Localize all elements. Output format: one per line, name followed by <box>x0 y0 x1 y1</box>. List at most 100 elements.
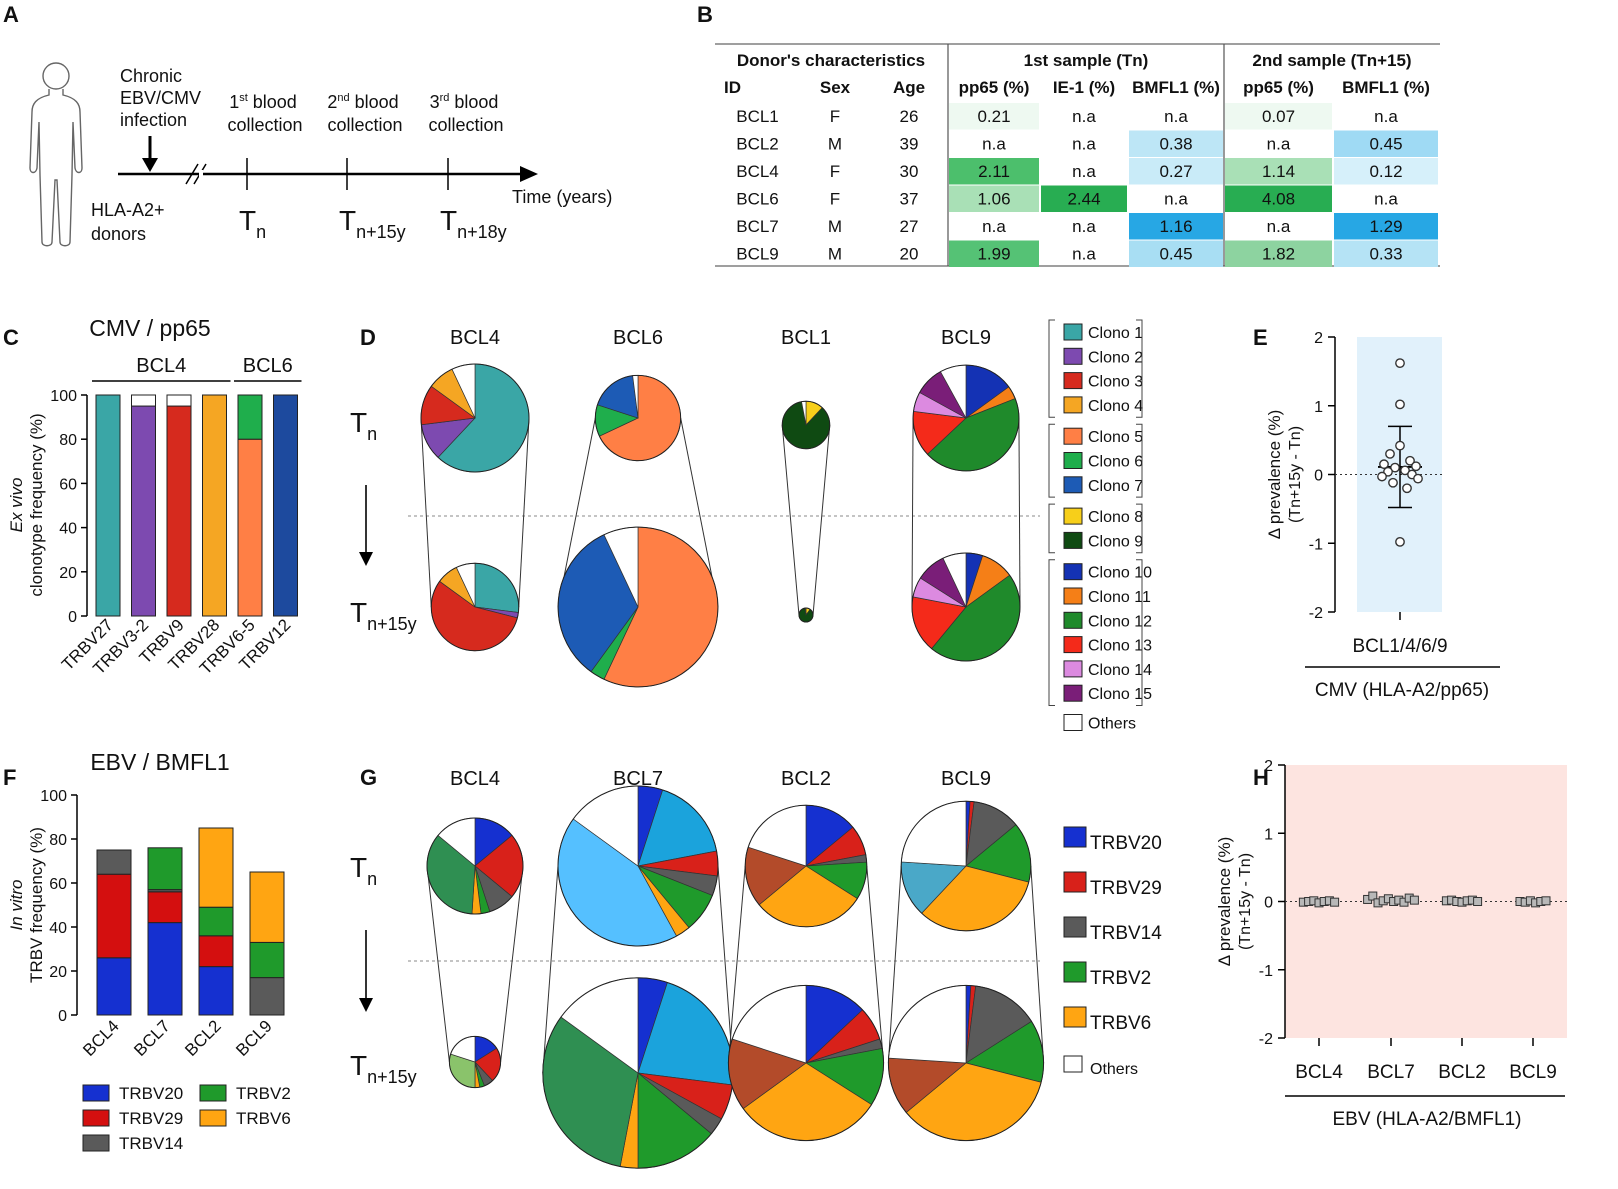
panel-h-point <box>1368 891 1378 901</box>
collection-line2-3: collection <box>428 115 503 135</box>
panel-d-legend-label: Clono 9 <box>1088 533 1143 550</box>
panel-f-bar <box>147 891 183 924</box>
panel-d-tn15-label-sub: n+15y <box>367 614 417 634</box>
collection-word: blood <box>248 92 297 112</box>
panel-d-tn15-label: Tn+15y <box>350 597 417 634</box>
panel-c-title: CMV / pp65 <box>89 315 210 341</box>
panel-c-bar <box>273 394 298 617</box>
panel-d-legend-label: Clono 8 <box>1088 509 1143 526</box>
table-cell: 0.27 <box>1159 162 1192 181</box>
infection-label-2: EBV/CMV <box>120 88 201 108</box>
panel-c-y-label-2: clonotype frequency (%) <box>27 413 46 596</box>
collection-label-2: 2nd blood <box>327 92 398 112</box>
panel-f-bar <box>147 922 183 1016</box>
panel-g-tn-label: Tn <box>350 852 377 889</box>
panel-h-footer: EBV (HLA-A2/BMFL1) <box>1333 1109 1522 1130</box>
panel-e-point <box>1405 455 1415 466</box>
panel-d-legend-swatch <box>1063 714 1083 731</box>
timepoint-2: Tn+15y <box>339 205 406 242</box>
panel-d-legend-bracket <box>1136 503 1143 554</box>
table-cell: 1.16 <box>1159 217 1192 236</box>
panel-d-legend-label: Clono 15 <box>1088 686 1152 703</box>
panel-f-bar <box>249 941 285 979</box>
panel-d-donor-label: BCL6 <box>613 327 663 349</box>
table-cell: n.a <box>982 135 1006 154</box>
panel-d-legend-bracket <box>1048 559 1055 706</box>
panel-d-connector <box>1018 417 1021 608</box>
table-cell: BCL6 <box>736 190 779 209</box>
panel-e-point <box>1395 440 1405 451</box>
panel-d-legend-swatch <box>1063 396 1083 414</box>
panel-f-bar <box>198 906 234 937</box>
panel-c-bar <box>237 438 263 617</box>
panel-e-footer: CMV (HLA-A2/pp65) <box>1315 680 1489 701</box>
panel-g-pie-tn15-slice <box>888 985 967 1064</box>
table-cell: 0.07 <box>1262 107 1295 126</box>
table-cell: 1.29 <box>1369 217 1402 236</box>
timepoint-1-sub: n <box>256 222 266 242</box>
panel-d-legend-bracket <box>1136 559 1143 706</box>
collection-line2-2: collection <box>327 115 402 135</box>
panel-f-bar <box>198 827 234 908</box>
table-cell: M <box>828 217 842 236</box>
panel-d-legend-label: Clono 4 <box>1088 398 1143 415</box>
panel-d-legend-swatch <box>1063 452 1083 469</box>
panel-h-point <box>1473 897 1483 906</box>
table-cell-fill <box>1129 130 1223 157</box>
panel-d-pie-tn15-outline <box>430 562 520 652</box>
collection-ordinal: 2 <box>327 92 337 112</box>
panel-d-legend-bracket <box>1136 423 1143 498</box>
panel-label-d: D <box>360 325 376 350</box>
timepoint-2-sub: n+15y <box>356 222 406 242</box>
panel-d-connector <box>420 417 432 608</box>
panel-g-pie-tn-outline <box>744 804 868 928</box>
panel-c-bar <box>131 405 156 617</box>
panel-d-connector <box>911 417 914 608</box>
table-cell: 26 <box>900 107 919 126</box>
panel-g-donor-label: BCL2 <box>781 768 831 790</box>
collection-word: blood <box>350 92 399 112</box>
table-cell: n.a <box>1267 217 1291 236</box>
panel-d-tn-label-sub: n <box>367 424 377 444</box>
table-row: BCL6 F 37 1.06 2.44 n.a 4.08 n.a <box>736 185 1398 212</box>
panel-d-legend-swatch <box>1063 507 1083 525</box>
panel-d-connector <box>812 424 831 616</box>
panel-d-donor-label: BCL4 <box>450 327 500 349</box>
panel-c-bar <box>237 394 263 440</box>
table-cell-fill <box>1334 158 1438 185</box>
panel-d-legend-swatch <box>1063 636 1083 654</box>
panel-e-point <box>1402 483 1412 494</box>
table-cell: n.a <box>982 217 1006 236</box>
table-cell: BCL4 <box>736 162 779 181</box>
timepoint-1: Tn <box>239 205 266 242</box>
panel-f-x-label: BCL7 <box>130 1016 174 1060</box>
table-cell-fill <box>1334 240 1438 267</box>
panel-f-legend-swatch <box>199 1109 227 1127</box>
panel-d-legend-bracket <box>1048 319 1055 418</box>
panel-c-bar <box>95 394 121 617</box>
panel-d-legend-swatch <box>1063 587 1083 605</box>
panel-d-legend-label: Clono 12 <box>1088 613 1152 630</box>
panel-d-donor-label: BCL9 <box>941 327 991 349</box>
panel-e-y-tick-label: 1 <box>1314 399 1323 416</box>
panel-d-legend-label: Clono 10 <box>1088 565 1152 582</box>
timepoint-3-main: T <box>440 205 457 236</box>
collection-ordinal-sup: st <box>239 92 248 104</box>
table-cell: M <box>828 245 842 264</box>
panel-c-bar <box>131 394 156 407</box>
panel-g-donor-label: BCL7 <box>613 768 663 790</box>
panel-e-point <box>1388 477 1398 488</box>
table-cell: F <box>830 190 840 209</box>
timepoint-2-main: T <box>339 205 356 236</box>
panel-f-legend-swatch <box>199 1084 227 1102</box>
table-cell-fill <box>1225 158 1332 185</box>
panel-c-y-tick-label: 40 <box>59 521 77 538</box>
human-figure-icon <box>29 62 83 247</box>
panel-d-tn-label: Tn <box>350 407 377 444</box>
table-cell-fill <box>1225 240 1332 267</box>
table-cell: F <box>830 162 840 181</box>
panel-h-point <box>1541 896 1551 906</box>
panel-d-legend-label: Clono 2 <box>1088 349 1143 366</box>
panel-f-legend-label: TRBV14 <box>119 1134 183 1153</box>
